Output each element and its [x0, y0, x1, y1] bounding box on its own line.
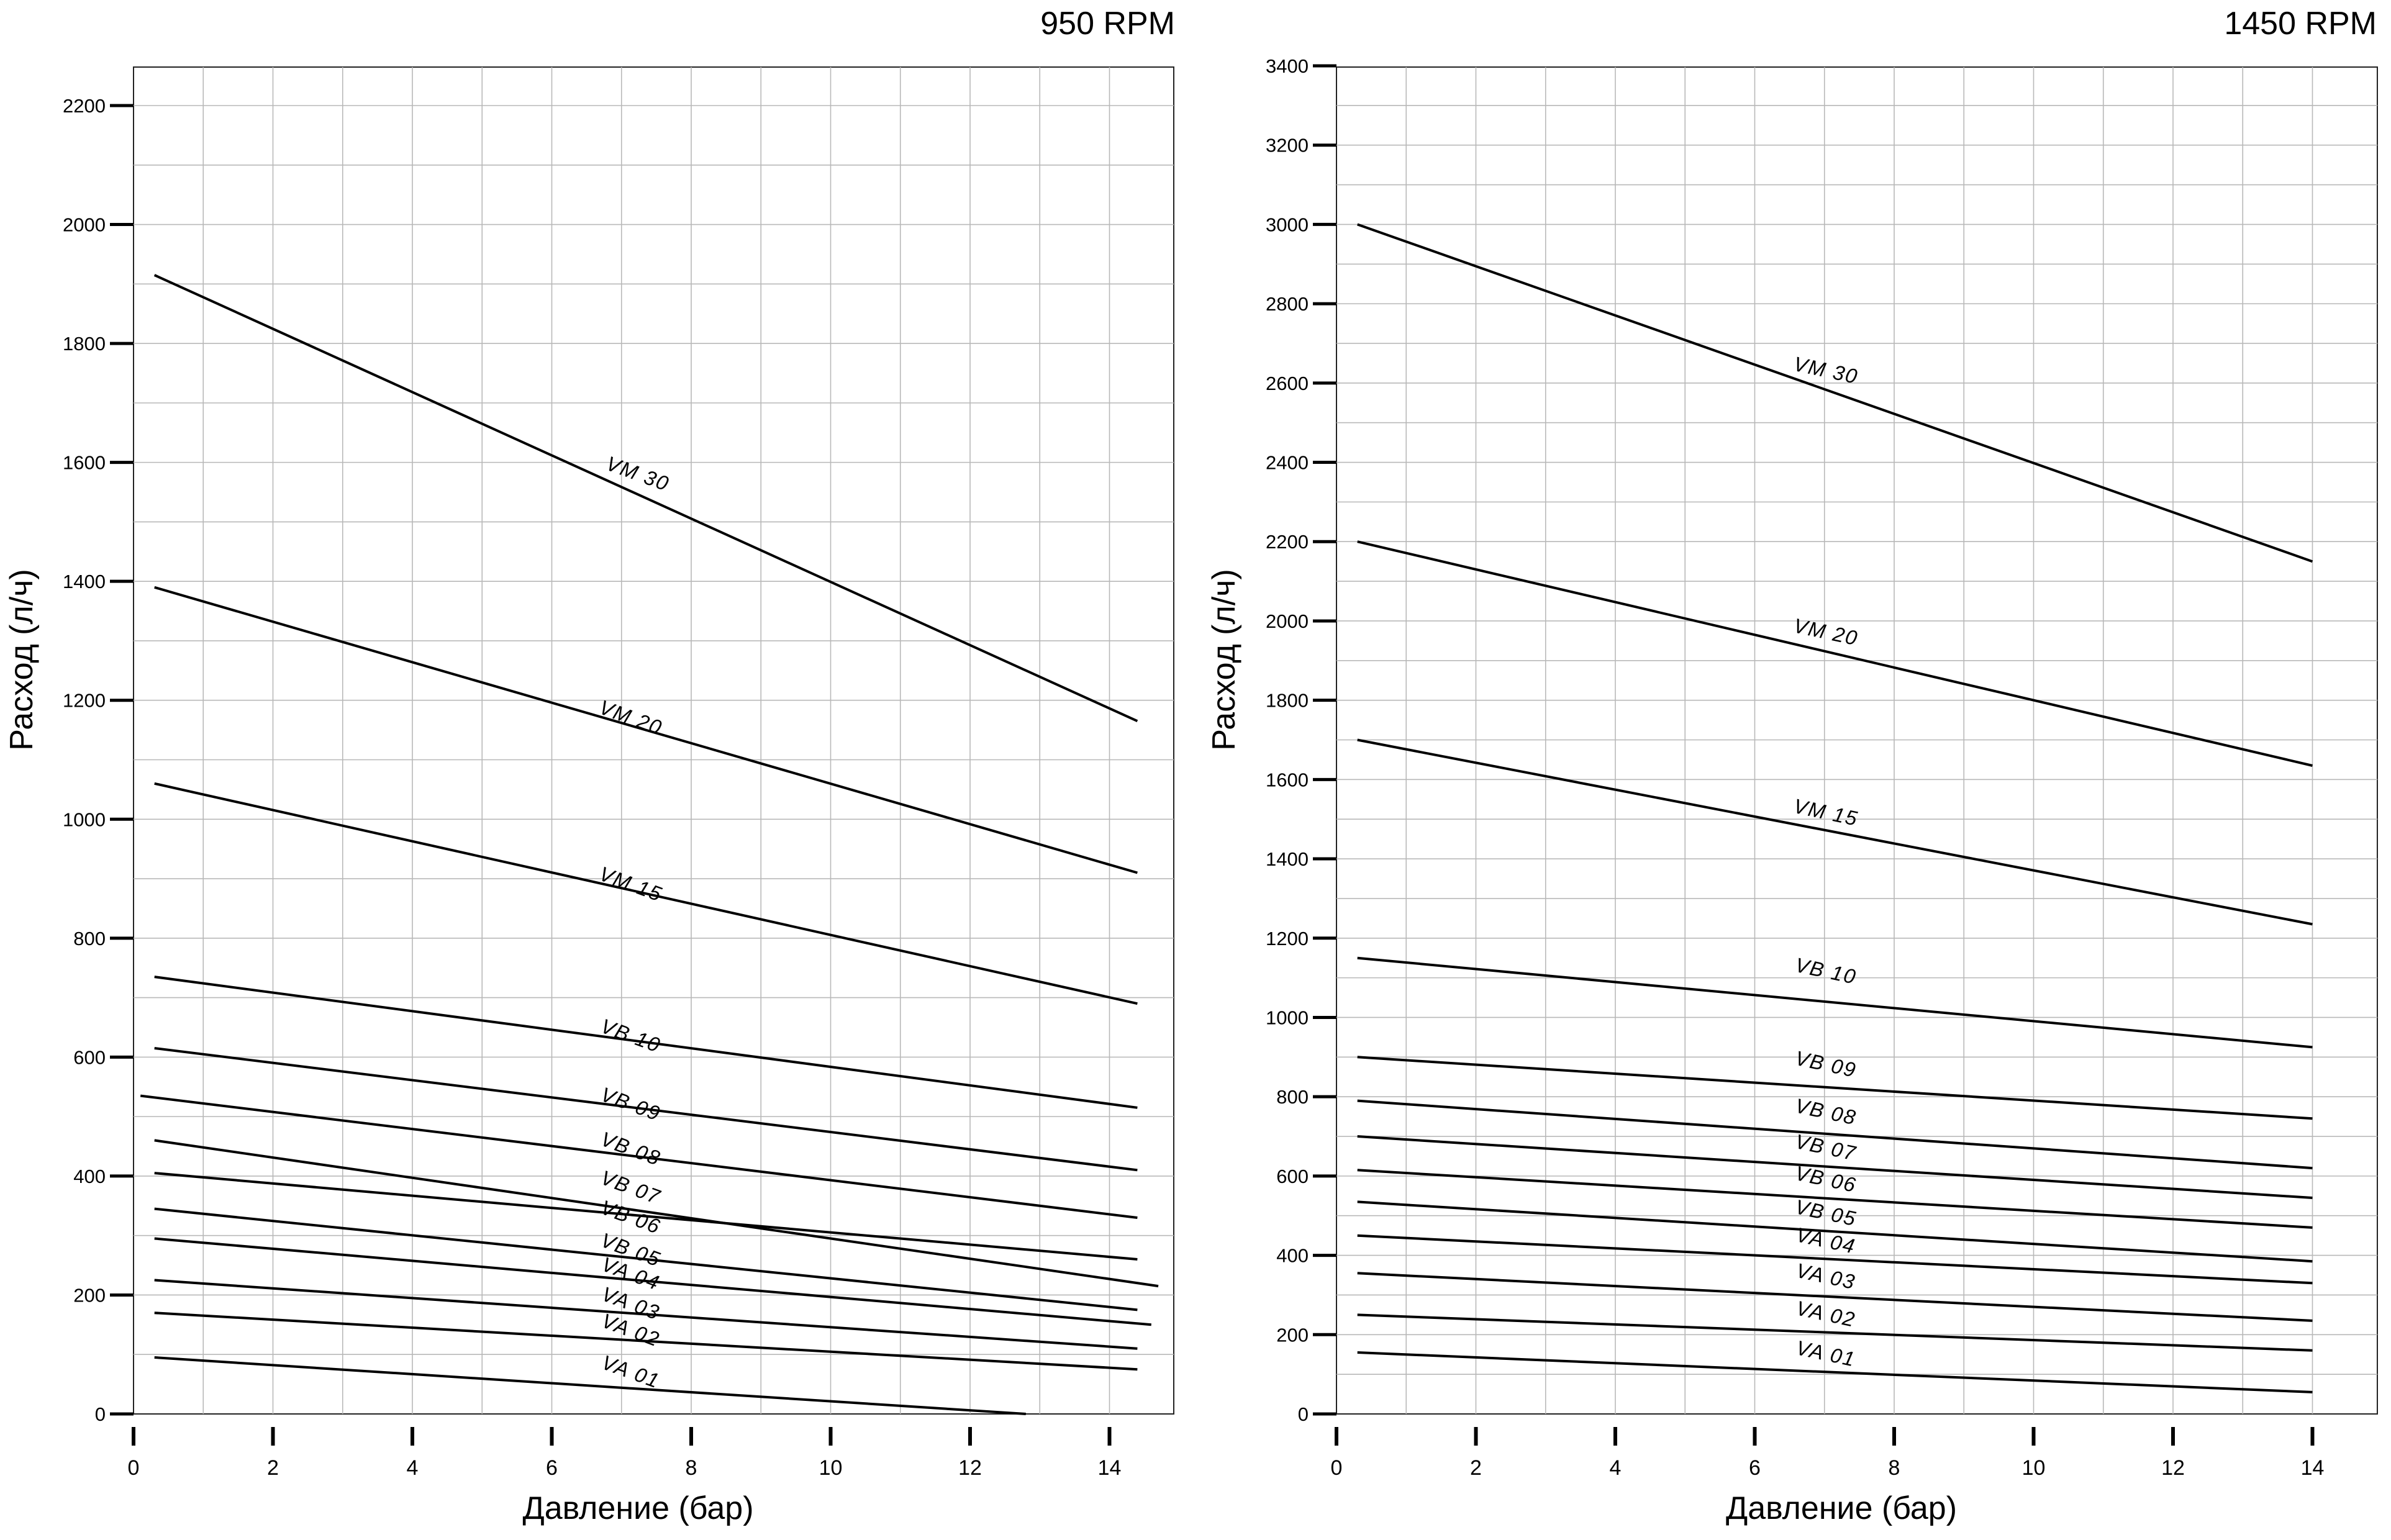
left-xtick-label: 6 [546, 1456, 558, 1480]
right-series-label: VB 08 [1793, 1094, 1858, 1130]
right-ytick-label: 2000 [1266, 610, 1309, 632]
left-series-vb-05 [154, 1207, 1138, 1311]
right-xtick-label: 2 [1470, 1456, 1482, 1480]
left-ytick-label: 200 [73, 1284, 106, 1306]
right-ytick-label: 800 [1276, 1086, 1309, 1108]
left-series-vm-20 [154, 586, 1138, 874]
right-series-vm-30 [1357, 223, 2313, 563]
left-x-axis-label: Давление (бар) [522, 1490, 753, 1526]
left-ytick-label: 1000 [63, 808, 106, 830]
right-series-label: VM 20 [1792, 614, 1861, 650]
right-ytick-label: 600 [1276, 1166, 1309, 1187]
chart-title-left: 950 RPM [1040, 6, 1175, 42]
right-xtick-label: 8 [1889, 1456, 1900, 1480]
right-xtick-label: 12 [2161, 1456, 2185, 1480]
right-series-label: VA 01 [1794, 1336, 1858, 1370]
right-series-vb-06 [1357, 1169, 2313, 1229]
right-ytick-label: 200 [1276, 1324, 1309, 1346]
right-y-axis-label: Расход (л/ч) [1206, 569, 1242, 750]
right-series-label: VB 10 [1793, 953, 1858, 989]
chart-title-right: 1450 RPM [2224, 6, 2377, 42]
right-ytick-label: 2200 [1266, 531, 1309, 553]
right-ytick-label: 3200 [1266, 135, 1309, 156]
right-xtick-label: 14 [2301, 1456, 2325, 1480]
right-ytick-label: 1600 [1266, 769, 1309, 790]
right-series-vm-20 [1357, 540, 2313, 767]
right-ytick-label: 1400 [1266, 848, 1309, 870]
right-xtick-label: 6 [1749, 1456, 1761, 1480]
right-series-label: VA 02 [1794, 1297, 1858, 1331]
right-ytick-label: 1000 [1266, 1007, 1309, 1028]
right-series-va-03 [1357, 1272, 2313, 1322]
right-ytick-label: 3000 [1266, 214, 1309, 235]
right-series-label: VB 09 [1793, 1046, 1858, 1082]
left-series-label: VB 08 [598, 1127, 665, 1170]
left-ytick-label: 1400 [63, 571, 106, 592]
left-ytick-label: 1200 [63, 690, 106, 712]
left-ytick-label: 800 [73, 928, 106, 949]
left-series-label: VM 20 [596, 695, 666, 740]
left-series-label: VM 15 [596, 862, 666, 906]
left-series-vb-07 [154, 1139, 1159, 1288]
left-plot-frame [133, 66, 1174, 1415]
right-series-vb-05 [1357, 1200, 2313, 1263]
left-series-vm-30 [153, 274, 1138, 723]
right-ytick-label: 1200 [1266, 928, 1309, 949]
right-series-vb-07 [1357, 1135, 2313, 1199]
right-ytick-label: 400 [1276, 1245, 1309, 1267]
left-series-va-03 [154, 1279, 1138, 1350]
right-ytick-label: 2400 [1266, 452, 1309, 474]
right-series-vm-15 [1357, 738, 2313, 926]
left-y-axis-label: Расход (л/ч) [4, 569, 40, 750]
left-ytick-label: 600 [73, 1046, 106, 1068]
left-series-vb-08 [140, 1094, 1138, 1219]
right-xtick-label: 0 [1331, 1456, 1343, 1480]
right-series-label: VA 03 [1794, 1259, 1858, 1293]
left-ytick-label: 2200 [63, 95, 106, 117]
left-xtick-label: 2 [267, 1456, 279, 1480]
left-xtick-label: 14 [1098, 1456, 1122, 1480]
right-series-va-02 [1357, 1313, 2313, 1352]
right-ytick-label: 2600 [1266, 373, 1309, 394]
right-series-vb-10 [1357, 956, 2313, 1049]
left-ytick-label: 1600 [63, 452, 106, 474]
left-series-vb-09 [154, 1047, 1138, 1172]
right-ytick-label: 0 [1298, 1403, 1309, 1425]
left-ytick-label: 2000 [63, 214, 106, 236]
right-plot-frame [1336, 66, 2378, 1415]
left-series-va-02 [154, 1311, 1138, 1371]
left-xtick-label: 10 [819, 1456, 843, 1480]
right-ytick-label: 3400 [1266, 55, 1309, 77]
right-series-vb-09 [1357, 1056, 2313, 1120]
left-series-label: VB 10 [598, 1014, 665, 1057]
right-ytick-label: 1800 [1266, 690, 1309, 712]
right-xtick-label: 10 [2022, 1456, 2046, 1480]
right-series-va-04 [1357, 1234, 2313, 1285]
left-series-vb-06 [154, 1172, 1138, 1261]
right-series-va-01 [1357, 1351, 2313, 1393]
right-ytick-label: 2800 [1266, 293, 1309, 315]
left-xtick-label: 8 [686, 1456, 697, 1480]
right-x-axis-label: Давление (бар) [1726, 1490, 1957, 1526]
right-xtick-label: 4 [1610, 1456, 1622, 1480]
left-series-label: VM 30 [603, 451, 673, 496]
left-ytick-label: 1800 [63, 333, 106, 355]
left-xtick-label: 4 [407, 1456, 419, 1480]
left-ytick-label: 400 [73, 1166, 106, 1187]
left-ytick-label: 0 [95, 1403, 106, 1425]
left-series-vb-10 [154, 976, 1138, 1109]
left-series-va-04 [154, 1237, 1151, 1326]
left-series-va-01 [154, 1356, 1026, 1415]
left-xtick-label: 12 [958, 1456, 982, 1480]
right-series-vb-08 [1357, 1099, 2313, 1170]
left-series-label: VB 09 [598, 1082, 665, 1125]
left-xtick-label: 0 [128, 1456, 140, 1480]
left-series-vm-15 [154, 782, 1138, 1005]
